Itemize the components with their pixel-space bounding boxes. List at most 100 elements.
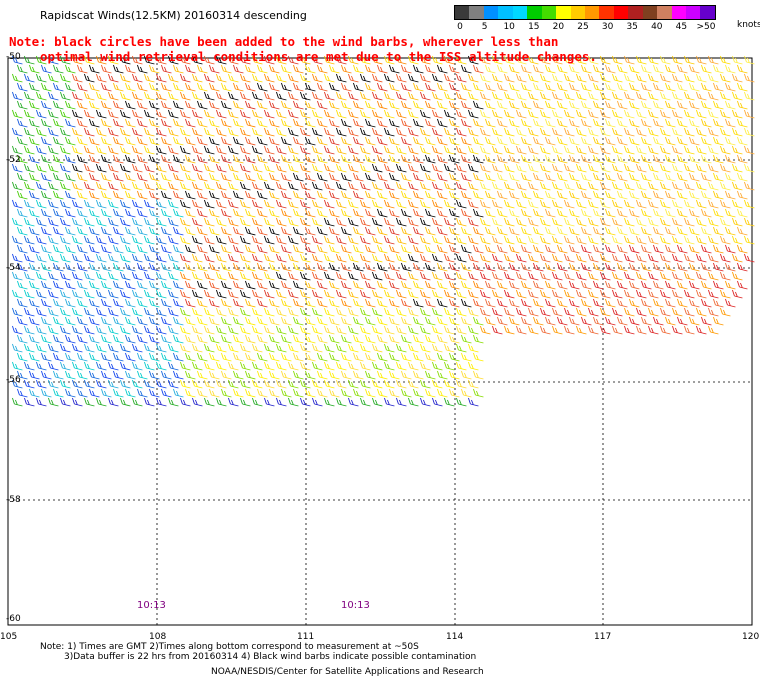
wind-barb [144,163,155,173]
wind-barb [593,172,604,182]
wind-barb [461,190,472,200]
wind-barb [257,244,268,254]
wind-barb [144,343,155,353]
wind-barb [540,145,551,155]
wind-barb [684,199,695,209]
wind-barb [384,145,395,155]
wind-barb [269,172,280,182]
wind-barb [204,271,215,281]
wind-barb [288,325,299,335]
wind-barb [617,244,628,254]
wind-barb [641,280,652,290]
wind-barb [456,253,467,263]
wind-barb [269,298,280,308]
wind-barb [48,127,59,137]
wind-barb [336,343,347,353]
wind-barb [228,289,239,299]
wind-barb [564,289,575,299]
wind-barb [48,217,59,227]
wind-barb [372,271,383,281]
wind-barb [144,127,155,137]
wind-barb [281,388,292,398]
wind-barb [137,100,148,110]
wind-barb [437,244,448,254]
wind-barb [156,145,167,155]
wind-barb [701,208,712,218]
wind-barb [581,244,592,254]
wind-barb [113,100,124,110]
wind-barb [29,352,40,362]
wind-barb [197,352,208,362]
wind-barb [612,325,623,335]
wind-barb [41,298,52,308]
wind-barb [161,118,172,128]
wind-barb [432,73,443,83]
wind-barb [245,280,256,290]
wind-barb [552,325,563,335]
wind-barb [300,343,311,353]
wind-barb [317,280,328,290]
wind-barb [677,244,688,254]
wind-barb [401,208,412,218]
wind-barb [84,361,95,371]
wind-barb [137,154,148,164]
wind-barb [149,190,160,200]
wind-barb [348,199,359,209]
wind-barb [149,172,160,182]
wind-barb [312,307,323,317]
wind-barb [696,307,707,317]
wind-barb [665,208,676,218]
wind-barb [173,208,184,218]
wind-barb [492,91,503,101]
wind-barb [660,307,671,317]
wind-barb [329,100,340,110]
wind-barb [372,199,383,209]
wind-barb [125,244,136,254]
wind-barb [665,172,676,182]
wind-barb [317,334,328,344]
wind-barb [617,154,628,164]
wind-barb [324,289,335,299]
wind-barb [552,289,563,299]
wind-barb [689,316,700,326]
wind-barb [276,109,287,119]
wind-barb [725,244,736,254]
wind-barb [324,199,335,209]
wind-barb [576,163,587,173]
wind-barb [17,172,28,182]
wind-barb [36,91,47,101]
wind-barb [17,136,28,146]
wind-barb [216,127,227,137]
wind-barb [629,118,640,128]
wind-barb [312,235,323,245]
wind-barb [533,190,544,200]
wind-barb [377,172,388,182]
wind-barb [389,262,400,272]
wind-barb [341,388,352,398]
wind-barb [336,91,347,101]
wind-barb [125,298,136,308]
wind-barb [120,397,131,407]
wind-barb [732,127,743,137]
wind-barb [696,91,707,101]
wind-barb [365,118,376,128]
wind-barb [12,163,23,173]
wind-barb [353,136,364,146]
wind-barb [624,271,635,281]
wind-barb [101,190,112,200]
wind-barb [624,235,635,245]
wind-barb [257,262,268,272]
wind-barb [461,352,472,362]
wind-barb [252,325,263,335]
wind-barb [341,298,352,308]
wind-barb [336,73,347,83]
wind-barb [240,127,251,137]
wind-barb [533,154,544,164]
wind-barb [468,199,479,209]
wind-barb [221,244,232,254]
wind-barb [132,307,143,317]
wind-barb [396,235,407,245]
wind-barb [221,82,232,92]
wind-barb [228,91,239,101]
wind-barb [257,388,268,398]
